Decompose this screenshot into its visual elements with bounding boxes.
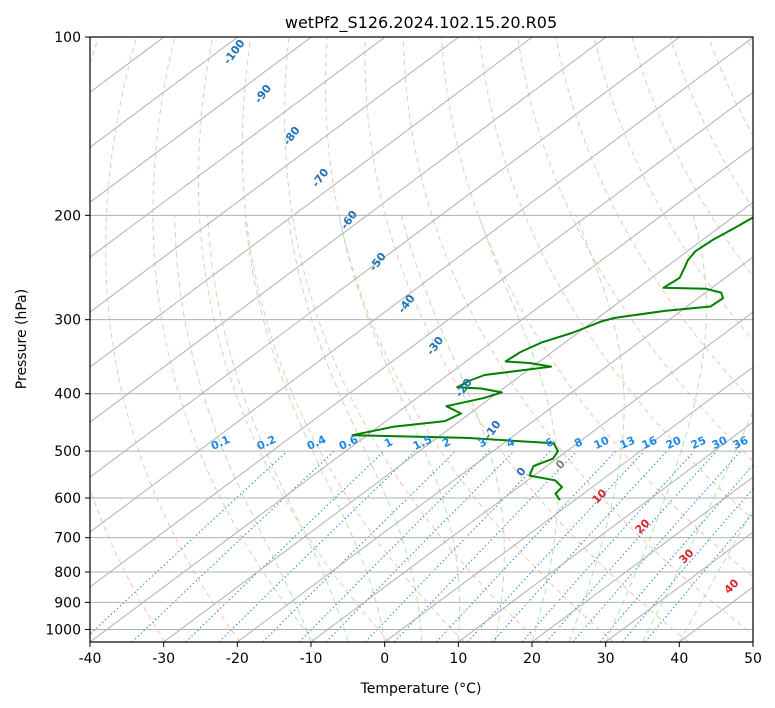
y-tick-label: 900	[54, 595, 81, 611]
moist-adiabat	[678, 508, 753, 642]
isotherm-line	[237, 256, 753, 642]
mixing-ratio-label: 16	[640, 434, 660, 452]
plot-frame	[89, 36, 754, 643]
isotherm-line	[605, 531, 753, 642]
mixing-ratio-line	[262, 450, 456, 642]
mixing-ratio-line	[325, 450, 515, 642]
y-tick-label: 700	[54, 531, 81, 547]
x-tick-label: 40	[670, 651, 688, 667]
moist-adiabat	[478, 215, 559, 642]
dry-adiabat	[152, 37, 316, 642]
y-tick-label: 400	[54, 387, 81, 403]
dry-adiabat	[105, 37, 241, 642]
x-tick-label: -40	[79, 651, 102, 667]
isotherm-line	[531, 476, 753, 642]
dry-adiabat	[198, 37, 390, 642]
isotherm-line	[90, 37, 607, 423]
mixing-ratio-line	[521, 450, 695, 642]
x-tick-label: 10	[449, 651, 467, 667]
series-layer	[351, 216, 753, 501]
chart-title: wetPf2_S126.2024.102.15.20.R05	[285, 13, 557, 33]
dry-adiabat	[284, 37, 540, 642]
y-tick-label: 500	[54, 444, 81, 460]
mixing-ratio-line	[436, 450, 617, 642]
mixing-ratio-line	[90, 450, 288, 636]
y-tick-label: 300	[54, 313, 81, 329]
isotherm-line	[90, 37, 680, 478]
moist-adiabat	[174, 215, 312, 642]
y-axis: 100 200 300 400 500 600 700 800 900 1000	[45, 30, 90, 638]
grid-lines	[90, 37, 753, 642]
isotherm-line	[90, 37, 312, 203]
mixing-ratio-line	[298, 450, 490, 642]
isotherm-line	[90, 91, 753, 588]
mixing-ratio-line	[185, 450, 385, 642]
x-tick-label: 20	[523, 651, 541, 667]
moist-adiabat	[207, 215, 349, 642]
isotherm-line	[90, 37, 533, 368]
moist-adiabat	[642, 410, 753, 642]
isotherm-line	[310, 311, 753, 642]
isotherm-line	[90, 37, 459, 313]
mixing-ratio-line	[572, 450, 742, 642]
x-tick-label: 50	[744, 651, 762, 667]
x-axis-label: Temperature (°C)	[360, 681, 482, 697]
x-tick-label: 0	[380, 651, 389, 667]
dewpoint-line	[351, 216, 753, 501]
y-tick-label: 200	[54, 208, 81, 224]
dry-adiabat	[241, 37, 465, 642]
x-tick-label: -30	[152, 651, 175, 667]
mixing-ratio-label: 25	[689, 434, 708, 452]
moist-adiabat	[338, 215, 461, 642]
moist-adiabat	[568, 215, 625, 642]
isotherm-line	[90, 37, 238, 148]
mixing-ratio-label: 30	[710, 434, 730, 452]
x-tick-label: 30	[597, 651, 615, 667]
isotherm-line	[90, 37, 753, 533]
y-tick-label: 600	[54, 491, 81, 507]
isotherm-line	[384, 366, 753, 642]
mixing-ratio-line	[545, 450, 717, 642]
mixing-ratio-label: 10	[592, 434, 612, 452]
y-axis-label: Pressure (hPa)	[14, 289, 30, 389]
x-tick-label: -10	[300, 651, 323, 667]
mixing-ratio-label: 20	[664, 434, 684, 452]
dry-adiabat	[402, 37, 753, 635]
moist-adiabat	[400, 215, 505, 642]
moist-adiabat	[244, 215, 386, 642]
mixing-ratio-label: 36	[731, 434, 751, 452]
mixing-ratio-label: 13	[618, 434, 637, 452]
isotherm-line	[163, 201, 753, 642]
y-tick-label: 1000	[45, 622, 81, 638]
dry-adiabat	[364, 37, 689, 642]
dry-adiabat	[90, 37, 166, 642]
mixing-ratio-line	[364, 450, 551, 642]
y-tick-label: 100	[54, 30, 81, 46]
isotherm-line	[90, 37, 386, 258]
isotherm-line	[458, 421, 753, 642]
y-tick-label: 800	[54, 565, 81, 581]
x-tick-label: -20	[226, 651, 249, 667]
mixing-ratio-line	[467, 450, 645, 642]
moist-adiabat	[605, 215, 707, 642]
x-axis: -40 -30 -20 -10 0 10 20 30 40 50	[79, 642, 762, 667]
isotherm-line	[90, 146, 753, 642]
